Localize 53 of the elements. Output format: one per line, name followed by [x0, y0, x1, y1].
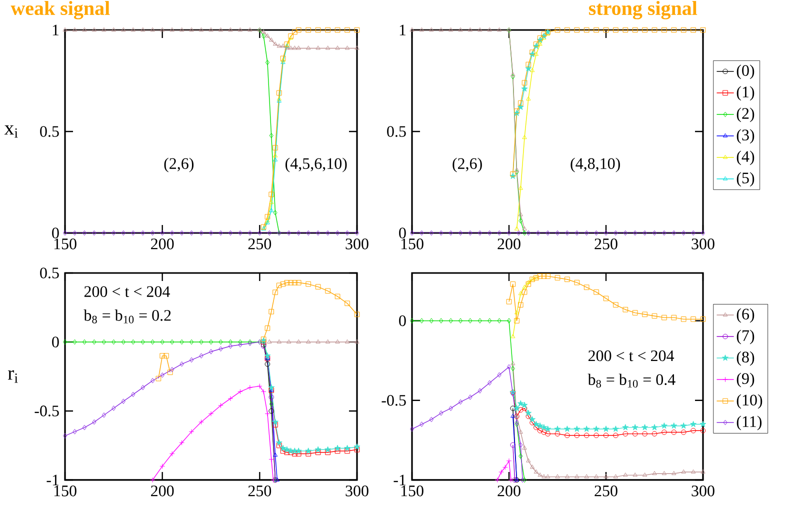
y-tick-label: 0 [399, 315, 406, 326]
y-tick-label: 0 [399, 228, 406, 238]
legend-label: (3) [736, 129, 754, 144]
y-tick-label: 1 [400, 24, 406, 36]
x-tick-label: 150 [54, 486, 76, 496]
y-axis-title: r$_{i}$ [8, 370, 18, 383]
y-tick-label: -0.5 [382, 394, 406, 406]
legend-label: (4) [736, 150, 754, 166]
x-tick-label: 300 [346, 238, 368, 250]
chart-title: weak signal [10, 0, 110, 20]
annotation: (2,6) [452, 158, 482, 172]
x-tick-label: 150 [401, 238, 424, 250]
legend-label: (5) [736, 172, 754, 187]
x-tick-label: 250 [594, 238, 618, 250]
x-tick-label: 200 [151, 486, 174, 496]
y-tick-label: 0.5 [387, 126, 406, 137]
y-tick-label: -0.5 [34, 406, 59, 416]
annotation: (4,8,10) [570, 158, 620, 172]
y-tick-label: 0 [52, 336, 59, 348]
annotation: (2,6) [164, 158, 194, 172]
x-tick-label: 300 [692, 486, 714, 496]
y-tick-label: -1 [46, 474, 59, 486]
legend-label: (7) [736, 330, 754, 344]
x-tick-label: 250 [248, 238, 272, 250]
legend-label: (2) [736, 108, 754, 122]
legend-label: (0) [736, 64, 754, 80]
x-tick-label: 200 [498, 238, 520, 250]
y-axis-title: x$_{i}$ [4, 125, 18, 138]
annotation: b$_{8}$ = b$_{10}$ = 0.4 [588, 374, 676, 388]
legend-label: (9) [736, 372, 754, 388]
y-tick-label: 0.5 [40, 268, 59, 278]
annotation: 200 < t < 204 [588, 350, 674, 362]
y-tick-label: 0 [52, 228, 59, 238]
legend-label: (6) [736, 308, 754, 323]
legend-label: (10) [736, 394, 762, 409]
legend-label: (8) [736, 351, 754, 366]
y-tick-label: 0.5 [40, 126, 59, 137]
annotation: b$_{8}$ = b$_{10}$ = 0.2 [84, 310, 171, 324]
x-tick-label: 200 [498, 486, 520, 496]
y-tick-label: -1 [394, 474, 406, 486]
x-tick-label: 150 [54, 238, 76, 250]
x-tick-label: 300 [692, 238, 714, 250]
chart-title: strong signal [588, 0, 698, 20]
x-tick-label: 250 [248, 486, 272, 496]
legend-label: (1) [736, 86, 754, 101]
x-tick-label: 250 [594, 486, 618, 496]
annotation: 200 < t < 204 [84, 286, 170, 298]
x-tick-label: 200 [151, 238, 174, 250]
x-tick-label: 300 [346, 486, 368, 496]
x-tick-label: 150 [401, 486, 424, 496]
legend-label: (11) [736, 416, 762, 430]
annotation: (4,5,6,10) [286, 158, 347, 172]
y-tick-label: 1 [52, 24, 59, 36]
